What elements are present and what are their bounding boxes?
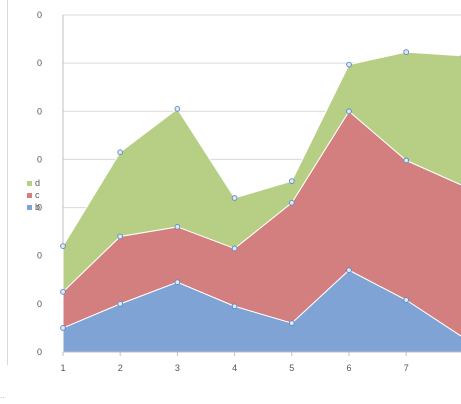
x-tick-label: 5 xyxy=(289,363,294,373)
legend-swatch xyxy=(27,193,32,198)
corner-mark: .. xyxy=(0,391,5,400)
marker-d xyxy=(346,61,352,68)
legend-label: c xyxy=(35,190,40,200)
legend-item-d: d xyxy=(27,178,40,188)
marker-c xyxy=(231,245,238,252)
marker-b xyxy=(288,320,295,326)
marker-b xyxy=(174,279,181,286)
y-tick-label: 0 xyxy=(37,251,42,261)
y-tick-label: 0 xyxy=(37,203,42,213)
y-tick-label: 0 xyxy=(37,10,42,20)
x-tick-label: 4 xyxy=(232,363,237,373)
legend-label: b xyxy=(35,202,40,212)
marker-d xyxy=(60,243,66,249)
marker-c xyxy=(117,233,124,240)
x-tick-label: 3 xyxy=(175,363,180,373)
marker-c xyxy=(60,288,66,295)
marker-c xyxy=(346,108,352,115)
marker-d xyxy=(117,149,124,156)
panel-divider xyxy=(7,0,8,365)
marker-c xyxy=(288,199,295,206)
marker-d xyxy=(231,195,238,201)
marker-b xyxy=(403,297,410,303)
x-tick-label: 1 xyxy=(60,363,65,373)
marker-d xyxy=(174,106,181,112)
marker-c xyxy=(403,157,410,164)
marker-b xyxy=(60,325,66,331)
legend-swatch xyxy=(27,181,32,186)
legend-item-c: c xyxy=(27,190,40,200)
legend-swatch xyxy=(27,205,32,210)
x-tick-label: 7 xyxy=(404,363,409,373)
y-tick-label: 0 xyxy=(37,299,42,309)
marker-b xyxy=(346,267,352,274)
legend-label: d xyxy=(35,178,40,188)
y-tick-label: 0 xyxy=(37,58,42,68)
marker-b xyxy=(117,301,124,307)
x-tick-label: 6 xyxy=(346,363,351,373)
marker-b xyxy=(231,303,238,310)
x-tick-label: 2 xyxy=(118,363,123,373)
y-tick-label: 0 xyxy=(37,347,42,357)
y-tick-label: 0 xyxy=(37,154,42,164)
marker-d xyxy=(288,178,295,184)
legend-item-b: b xyxy=(27,202,40,212)
marker-d xyxy=(403,49,410,55)
area-series-d xyxy=(62,51,461,294)
y-tick-label: 0 xyxy=(37,106,42,116)
marker-c xyxy=(174,223,181,230)
